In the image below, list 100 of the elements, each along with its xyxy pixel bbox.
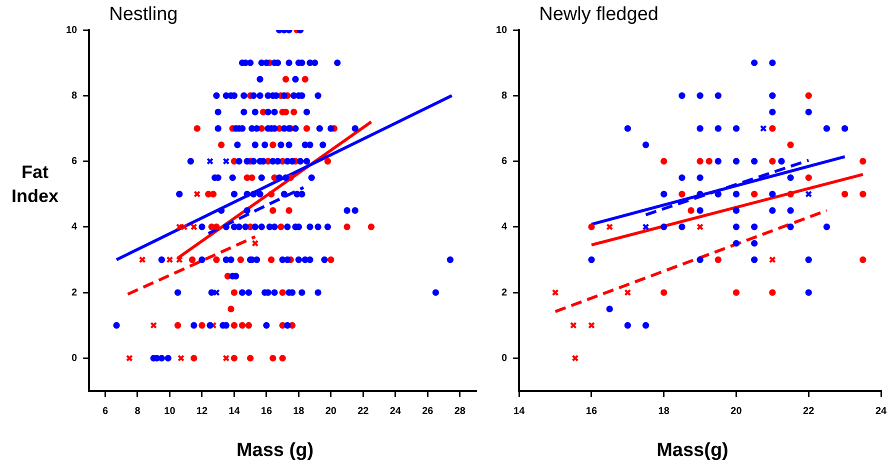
x-tick-label: 6	[102, 406, 108, 417]
point	[732, 289, 740, 296]
point	[588, 322, 596, 329]
point	[176, 223, 183, 230]
x-tick-label: 28	[454, 406, 466, 417]
point	[588, 256, 595, 264]
point	[860, 190, 866, 198]
point	[714, 125, 722, 132]
x-tick-label: 16	[260, 406, 272, 417]
point	[138, 256, 146, 264]
chart-title: Nestling	[109, 4, 178, 26]
y-tick-label: 0	[502, 352, 508, 364]
point	[769, 108, 776, 116]
x-tick-label: 16	[586, 406, 598, 417]
point	[841, 125, 848, 132]
y-tick-label: 8	[502, 90, 508, 102]
point	[678, 190, 686, 198]
point	[714, 256, 722, 264]
point	[642, 223, 650, 230]
x-tick-label: 20	[730, 406, 742, 417]
point	[823, 125, 830, 132]
point	[778, 158, 785, 165]
point	[180, 223, 188, 230]
point	[696, 158, 704, 165]
point	[696, 92, 704, 99]
point	[760, 124, 767, 132]
y-tick-label: 8	[72, 90, 78, 102]
point	[660, 224, 668, 230]
point	[606, 223, 614, 230]
point	[805, 289, 812, 296]
point	[805, 256, 812, 264]
point	[588, 224, 595, 230]
point	[732, 207, 740, 214]
point	[787, 174, 794, 182]
x-tick-label: 22	[358, 406, 370, 417]
y-axis-title: Fat Index	[10, 161, 60, 208]
y-tick-label: 6	[72, 156, 78, 168]
point	[678, 174, 686, 182]
point	[732, 125, 740, 132]
y-tick-label: 2	[502, 287, 508, 298]
point	[714, 190, 722, 198]
point	[696, 174, 704, 182]
point	[732, 240, 740, 247]
point	[696, 223, 704, 230]
point	[570, 322, 577, 329]
point	[823, 224, 830, 230]
point	[750, 190, 758, 198]
point	[787, 142, 794, 148]
x-tick-label: 12	[196, 406, 208, 417]
point	[642, 142, 650, 148]
point	[860, 256, 866, 264]
point	[190, 223, 198, 230]
x-tick-label: 24	[390, 406, 402, 417]
point	[678, 224, 686, 230]
point	[769, 190, 776, 198]
point	[805, 190, 812, 198]
x-tick-label: 14	[228, 406, 240, 417]
point	[150, 322, 158, 329]
point	[768, 256, 776, 264]
point	[769, 207, 776, 214]
point	[706, 158, 712, 165]
point	[750, 240, 758, 247]
x-tick-label: 24	[875, 406, 887, 417]
point	[769, 125, 776, 132]
point	[696, 256, 704, 264]
point	[252, 240, 259, 247]
point	[222, 354, 230, 362]
point	[714, 92, 722, 99]
point	[572, 354, 579, 362]
point	[660, 158, 668, 165]
point	[769, 59, 776, 66]
point	[714, 158, 722, 165]
point	[688, 207, 694, 214]
point	[642, 322, 650, 329]
point	[769, 92, 776, 99]
x-axis-title: Mass(g)	[656, 440, 730, 462]
y-tick-label: 0	[72, 352, 78, 364]
point	[787, 207, 794, 214]
point	[696, 207, 704, 214]
point	[678, 92, 686, 99]
point	[805, 92, 812, 99]
point	[805, 174, 812, 182]
x-tick-label: 14	[514, 406, 526, 417]
x-tick-label: 18	[293, 406, 305, 417]
point	[769, 158, 776, 165]
x-tick-label: 20	[325, 406, 337, 417]
point	[194, 190, 201, 198]
point	[860, 158, 866, 165]
point	[126, 354, 133, 362]
x-axis-title: Mass (g)	[235, 440, 315, 462]
chart-title: Newly fledged	[539, 4, 658, 26]
point	[732, 190, 740, 198]
point	[787, 190, 794, 198]
point	[660, 190, 668, 198]
point	[750, 256, 758, 264]
point	[805, 108, 812, 116]
point	[624, 322, 632, 329]
y-tick-label: 10	[66, 24, 78, 36]
point	[552, 289, 559, 296]
point	[624, 125, 632, 132]
